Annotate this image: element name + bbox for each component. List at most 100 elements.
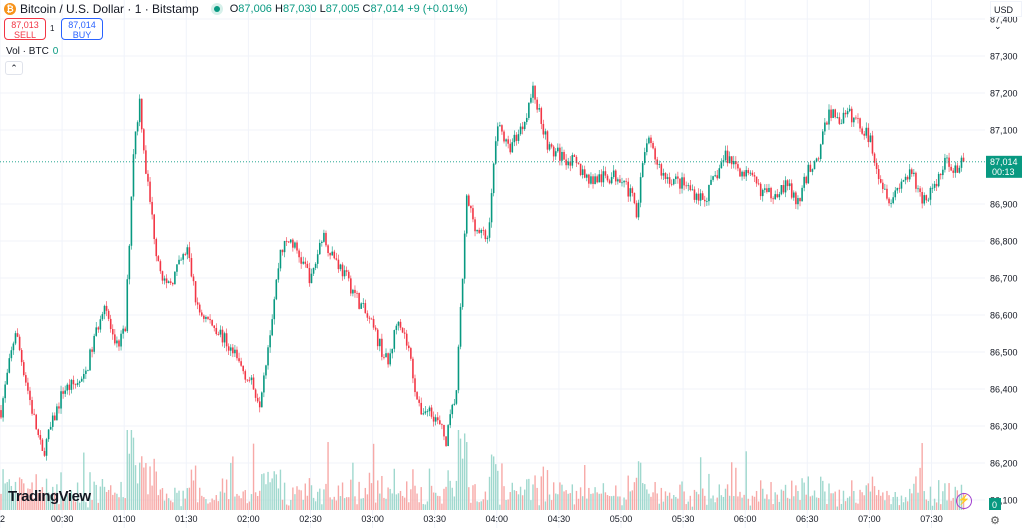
candle-body	[118, 340, 120, 347]
candle-body	[229, 347, 232, 351]
candle-body	[619, 179, 621, 183]
volume-bar	[691, 506, 694, 510]
volume-bar	[263, 473, 265, 510]
sell-button[interactable]: 87,013 SELL	[4, 18, 46, 40]
volume-bar	[406, 481, 408, 510]
candle-body	[91, 349, 93, 352]
candle-body	[523, 122, 526, 130]
volume-bar	[306, 495, 309, 510]
volume-bar	[89, 472, 91, 510]
volume-bar	[654, 482, 656, 510]
candle-body	[145, 150, 147, 174]
volume-bar	[660, 487, 663, 510]
x-tick-label: 02:30	[299, 514, 322, 524]
volume-bar	[815, 497, 818, 510]
candle-body	[451, 404, 454, 415]
lightning-icon[interactable]: ⚡	[956, 493, 972, 509]
volume-bar	[855, 502, 857, 510]
volume-bar	[31, 482, 33, 510]
currency-selector[interactable]: USD ⌄	[990, 1, 1022, 31]
candle-body	[416, 392, 418, 400]
volume-bar	[230, 462, 232, 510]
volume-bar	[871, 476, 874, 510]
candle-body	[879, 179, 882, 183]
candle-body	[263, 375, 265, 393]
candle-body	[774, 194, 776, 200]
candle-body	[563, 151, 565, 160]
candle-body	[327, 245, 329, 253]
candle-body	[658, 164, 661, 165]
y-tick-label: 86,700	[990, 274, 1018, 284]
candle-body	[136, 122, 139, 132]
volume-bar	[232, 456, 234, 510]
volume-bar	[849, 496, 851, 510]
candle-body	[509, 143, 512, 153]
candle-body	[436, 417, 439, 421]
volume-bar	[122, 497, 124, 510]
candle-body	[735, 161, 737, 165]
settings-icon[interactable]: ⚙	[990, 515, 1000, 527]
volume-bar	[420, 487, 422, 510]
volume-bar	[39, 491, 42, 510]
candle-body	[225, 333, 228, 347]
candle-body	[865, 127, 868, 136]
candle-body	[768, 187, 770, 193]
candle-body	[445, 436, 447, 446]
candle-body	[917, 188, 919, 190]
candle-body	[304, 261, 307, 264]
last-price-value: 87,014	[990, 157, 1018, 167]
volume-bar	[530, 500, 532, 510]
volume-bar	[275, 474, 278, 510]
volume-bar	[799, 500, 801, 510]
volume-bar	[265, 484, 267, 510]
volume-bar	[492, 456, 495, 510]
volume-bar	[935, 502, 938, 510]
volume-bar	[484, 491, 487, 510]
candle-body	[596, 176, 598, 183]
tradingview-logo[interactable]: TradingView	[8, 488, 91, 505]
volume-bar	[925, 499, 927, 510]
candle-body	[124, 328, 126, 332]
volume-bar	[451, 487, 453, 510]
volume-bar	[149, 466, 151, 510]
volume-bar	[623, 497, 625, 510]
buy-button[interactable]: 87,014 BUY	[61, 18, 103, 40]
volume-bar	[418, 502, 420, 510]
volume-bar	[283, 482, 286, 510]
volume-bar	[480, 501, 482, 510]
candle-body	[157, 256, 160, 262]
volume-bar	[588, 487, 590, 510]
candle-body	[376, 329, 379, 347]
candle-body	[62, 391, 64, 394]
volume-bar	[830, 493, 832, 510]
volume-bar	[590, 493, 592, 510]
candle-body	[147, 173, 149, 182]
volume-bar	[832, 493, 834, 510]
volume-bar	[339, 496, 342, 510]
candle-body	[345, 270, 348, 272]
volume-bar	[710, 498, 712, 510]
candle-body	[393, 330, 396, 349]
candle-body	[238, 358, 240, 362]
volume-bar	[192, 480, 195, 510]
volume-bar	[793, 496, 795, 510]
volume-bar	[652, 492, 654, 510]
volume-bar	[279, 469, 282, 510]
volume-bar	[685, 504, 687, 510]
symbol-title[interactable]: Bitcoin / U.S. Dollar · 1 · Bitstamp	[20, 2, 199, 16]
candle-body	[434, 417, 437, 422]
y-tick-label: 86,900	[990, 200, 1018, 210]
candle-body	[712, 176, 714, 180]
volume-bar	[683, 491, 685, 510]
volume-bar	[182, 490, 184, 510]
volume-bar	[213, 500, 215, 510]
volume-bar	[18, 477, 21, 510]
volume-bar	[0, 493, 2, 510]
volume-bar	[505, 500, 507, 510]
candle-body	[29, 390, 31, 401]
collapse-legend-button[interactable]: ⌃	[5, 61, 23, 75]
volume-bar	[27, 488, 29, 510]
volume-bar	[217, 501, 220, 510]
volume-bar	[846, 497, 849, 510]
